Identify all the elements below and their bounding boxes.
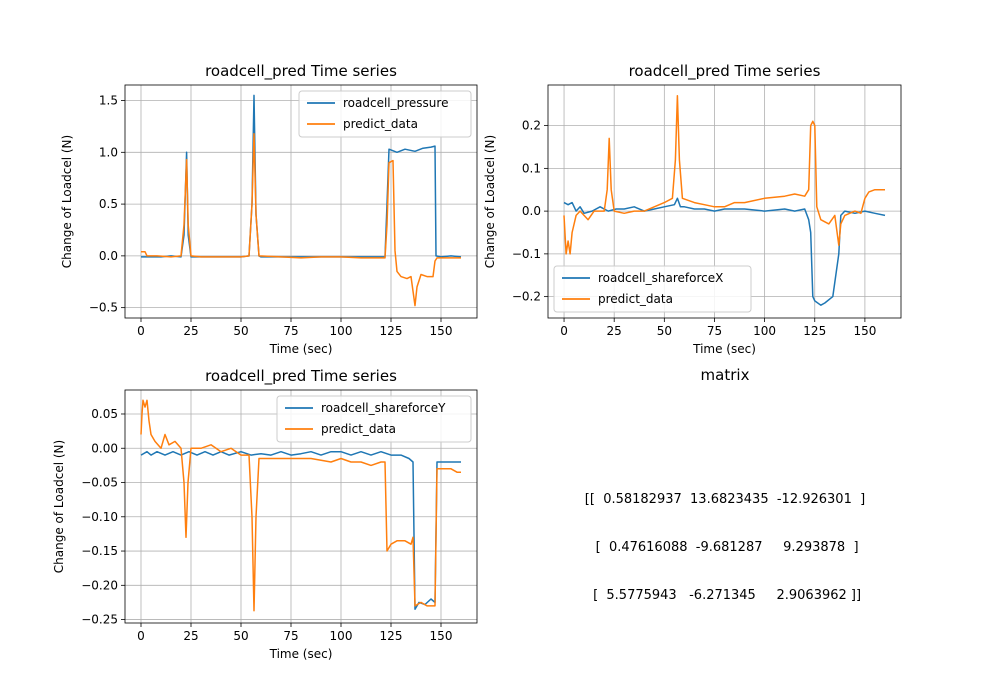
y-tick-label: −0.25 [81, 613, 118, 627]
series-line-predict-data [141, 132, 461, 307]
series-line-predict-data [563, 94, 885, 255]
y-tick-label: 1.0 [99, 145, 118, 159]
x-tick-label: 25 [607, 324, 622, 338]
chart-2: 0 25 50 75 100 125 150 −0.2 −0.1 0.0 0.1 0.2 roadcel… [483, 62, 902, 356]
matrix-row-1: [[ 0.58182937 13.6823435 -12.926301 ] [584, 492, 866, 507]
plot-frame [124, 389, 478, 624]
legend-label: predict_data [321, 422, 396, 436]
legend-box [553, 265, 752, 313]
y-tick-label: 0.2 [522, 119, 541, 133]
plot-frame [124, 84, 478, 319]
y-tick-label: −0.15 [81, 544, 118, 558]
x-tick-label: 25 [183, 629, 198, 643]
legend-label: predict_data [598, 292, 673, 306]
matrix-text: [[ 0.58182937 13.6823435 -12.926301 ] [ … [540, 460, 910, 636]
y-tick-label: 0.00 [91, 441, 118, 455]
legend-box [298, 90, 472, 138]
x-tick-label: 125 [803, 324, 826, 338]
legend-label: roadcell_pressure [343, 96, 448, 110]
x-tick-label: 0 [137, 629, 145, 643]
legend-label: roadcell_shareforceX [598, 271, 723, 285]
y-tick-label: 0.5 [99, 197, 118, 211]
x-tick-label: 75 [283, 324, 298, 338]
y-tick-label: −0.20 [81, 578, 118, 592]
x-tick-label: 25 [183, 324, 198, 338]
x-tick-label: 150 [430, 629, 453, 643]
x-tick-label: 100 [330, 629, 353, 643]
legend: roadcell_shareforceX predict_data [553, 265, 752, 313]
series-line-predict-data [140, 399, 461, 612]
y-tick-label: 0.0 [99, 249, 118, 263]
y-tick-label: −0.1 [512, 247, 541, 261]
y-tick-label: 0.0 [522, 204, 541, 218]
chart-title: roadcell_pred Time series [205, 62, 397, 81]
x-axis-label: Time (sec) [692, 342, 756, 356]
y-tick-label: −0.05 [81, 476, 118, 490]
x-tick-label: 125 [380, 324, 403, 338]
x-tick-label: 50 [233, 324, 248, 338]
matrix-row-2: [ 0.47616088 -9.681287 9.293878 ] [591, 540, 859, 555]
legend-label: predict_data [343, 117, 418, 131]
chart-title: roadcell_pred Time series [205, 367, 397, 386]
legend-label: roadcell_shareforceY [321, 401, 446, 415]
matrix-title: matrix [700, 366, 750, 384]
x-tick-label: 0 [137, 324, 145, 338]
y-tick-label: −0.2 [512, 290, 541, 304]
legend-box [276, 395, 472, 443]
y-tick-label: 0.05 [91, 407, 118, 421]
matrix-row-3: [ 5.5775943 -6.271345 2.9063962 ]] [588, 588, 862, 603]
series-line-roadcell-shareforceX [563, 197, 886, 306]
y-tick-label: 0.1 [522, 161, 541, 175]
y-axis-label: Change of Loadcel (N) [483, 135, 497, 268]
x-axis-label: Time (sec) [269, 342, 333, 356]
x-tick-label: 75 [707, 324, 722, 338]
x-tick-label: 75 [283, 629, 298, 643]
chart-1: 0 25 50 75 100 125 150 −0.5 0.0 0.5 1.0 1.5 roadcell… [60, 62, 478, 356]
x-tick-label: 100 [753, 324, 776, 338]
x-axis-label: Time (sec) [269, 647, 333, 661]
chart-title: roadcell_pred Time series [629, 62, 821, 81]
x-tick-label: 0 [560, 324, 568, 338]
matrix-panel: matrix [[ 0.58182937 13.6823435 -12.9263… [540, 360, 910, 660]
x-tick-label: 50 [233, 629, 248, 643]
legend: roadcell_pressure predict_data [298, 90, 472, 138]
legend: roadcell_shareforceY predict_data [276, 395, 472, 443]
x-tick-label: 150 [853, 324, 876, 338]
y-tick-label: −0.5 [89, 301, 118, 315]
y-axis-label: Change of Loadcel (N) [60, 135, 74, 268]
y-axis-label: Change of Loadcel (N) [52, 440, 66, 573]
x-tick-label: 50 [657, 324, 672, 338]
chart-3: 0 25 50 75 100 125 150 −0.25 −0.20 −0.15 −0.10 −0.0… [52, 367, 478, 661]
x-tick-label: 150 [430, 324, 453, 338]
y-tick-label: −0.10 [81, 510, 118, 524]
x-tick-label: 125 [380, 629, 403, 643]
y-tick-label: 1.5 [99, 94, 118, 108]
plot-frame [547, 84, 902, 319]
x-tick-label: 100 [330, 324, 353, 338]
